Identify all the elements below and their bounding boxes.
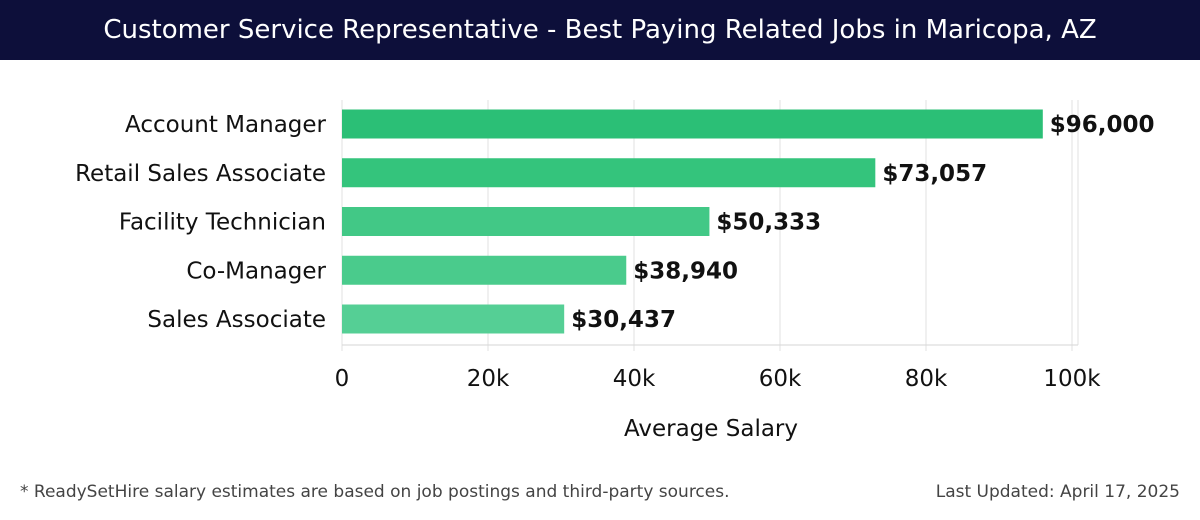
x-tick-label: 0 xyxy=(335,366,350,392)
category-label: Facility Technician xyxy=(119,210,326,236)
bar xyxy=(342,304,565,334)
bar xyxy=(342,207,710,236)
x-tick-label: 60k xyxy=(759,366,802,392)
x-tick-label: 80k xyxy=(905,366,948,392)
category-label: Co-Manager xyxy=(186,258,326,284)
x-axis-label: Average Salary xyxy=(624,416,798,442)
x-tick-label: 20k xyxy=(467,366,510,392)
bar xyxy=(342,255,627,285)
bar xyxy=(342,109,1043,139)
chart-title: Customer Service Representative - Best P… xyxy=(0,0,1200,60)
bar xyxy=(342,158,876,188)
category-label: Account Manager xyxy=(125,112,327,138)
footer-note: * ReadySetHire salary estimates are base… xyxy=(20,482,730,502)
x-tick-label: 100k xyxy=(1043,366,1101,392)
x-tick-label: 40k xyxy=(613,366,656,392)
bar-chart: Account Manager Retail Sales Associate Fac… xyxy=(75,100,1155,442)
data-label: $96,000 xyxy=(1050,112,1155,138)
data-label: $73,057 xyxy=(882,161,987,187)
category-labels: Account Manager Retail Sales Associate Fac… xyxy=(75,112,326,333)
data-label: $30,437 xyxy=(571,307,676,333)
grid-lines xyxy=(341,100,1079,351)
category-label: Sales Associate xyxy=(147,307,326,333)
bars xyxy=(342,109,1043,334)
category-label: Retail Sales Associate xyxy=(75,161,326,187)
data-label: $50,333 xyxy=(716,210,821,236)
last-updated: Last Updated: April 17, 2025 xyxy=(935,482,1180,502)
value-labels: $96,000 $73,057 $50,333 $38,940 $30,437 xyxy=(571,112,1154,333)
data-label: $38,940 xyxy=(633,258,738,284)
x-axis-ticks: 0 20k 40k 60k 80k 100k xyxy=(335,366,1102,392)
